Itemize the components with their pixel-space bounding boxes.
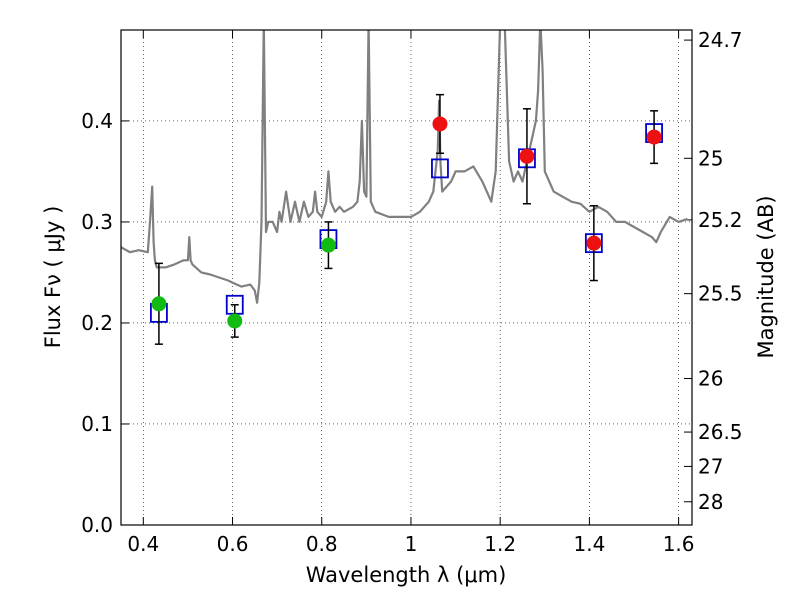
y2-axis-label: Magnitude (AB) [754,195,778,358]
green-observed-point [320,237,336,253]
y2-tick-label: 28 [698,490,723,514]
y2-tick-label: 25.2 [698,208,743,232]
x-axis-label-text: Wavelength λ (μm) [306,563,507,587]
spectrum-line [121,30,688,304]
marker-layer [150,93,663,345]
plot-area [121,30,692,525]
x-tick-label: 1.4 [573,532,605,556]
y-tick-label: 0.0 [81,513,113,537]
y2-axis-label-text: Magnitude (AB) [754,195,778,358]
tick-labels: 0.4 0.6 0.8 1 1.2 1.4 1.6 0.0 0.1 0.2 0.3 0.4 24.7 25… [81,28,742,556]
grid-lines [121,30,692,525]
x-tick-label: 1 [405,532,418,556]
y2-tick-label: 24.7 [698,28,743,52]
y2-tick-label: 26.5 [698,420,743,444]
y-tick-label: 0.3 [81,210,113,234]
x-axis-label: Wavelength λ (μm) [306,563,507,587]
red-observed-point [519,148,535,164]
axis-ticks [121,30,692,526]
y2-tick-label: 25.5 [698,282,743,306]
green-observed-point [227,313,243,329]
y-tick-label: 0.1 [81,412,113,436]
y2-tick-label: 27 [698,454,723,478]
red-observed-point [432,116,448,132]
data-layer [121,30,688,304]
y-tick-label: 0.2 [81,311,113,335]
x-tick-label: 1.2 [484,532,516,556]
x-tick-label: 0.8 [306,532,338,556]
x-tick-label: 0.6 [217,532,249,556]
y2-tick-label: 26 [698,367,723,391]
green-observed-point [151,296,167,312]
y-axis-label: Flux Fν ( μJy ) [41,206,65,349]
x-tick-label: 1.6 [663,532,695,556]
y-tick-label: 0.4 [81,109,113,133]
x-tick-label: 0.4 [127,532,159,556]
model-square-point [431,158,449,179]
plot-frame [120,29,693,526]
y2-tick-label: 25 [698,146,723,170]
red-observed-point [646,129,662,145]
y-axis-label-text: Flux Fν ( μJy ) [41,206,65,349]
red-observed-point [586,235,602,251]
